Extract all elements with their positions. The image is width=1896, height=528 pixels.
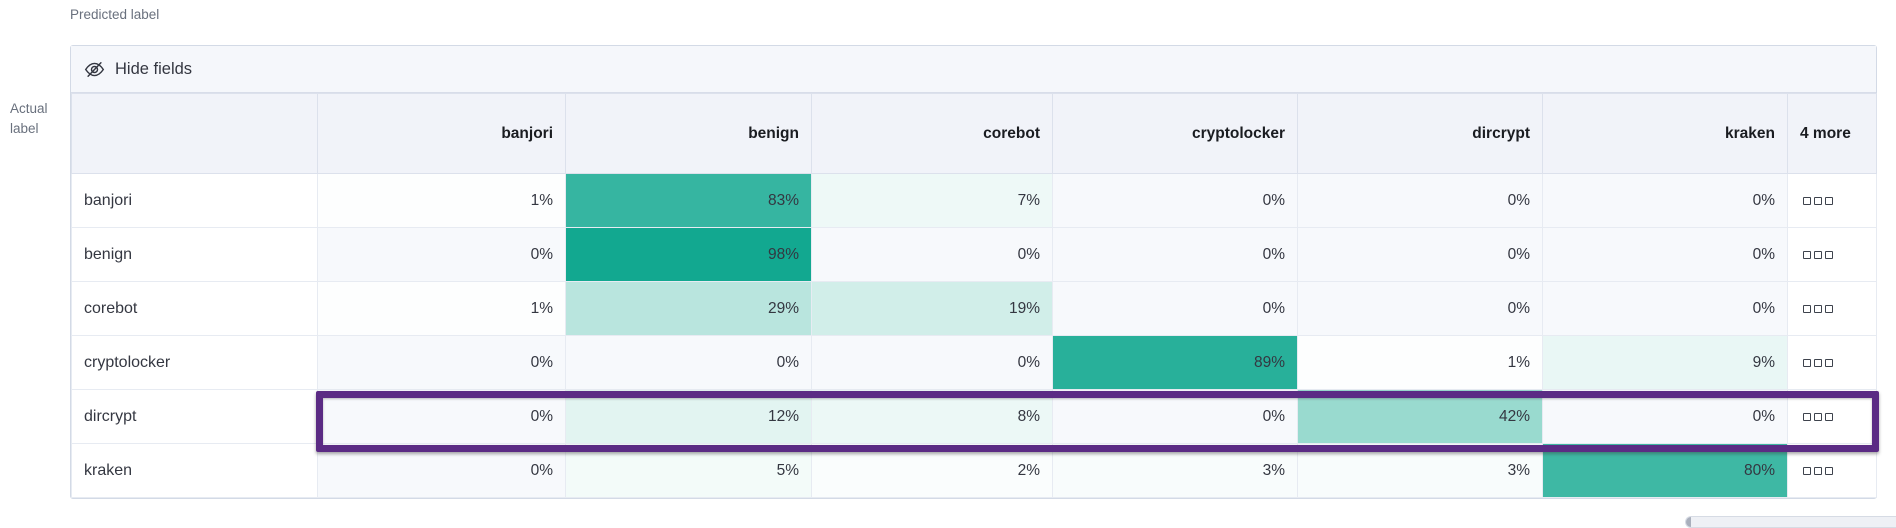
row-overflow-button[interactable] bbox=[1803, 466, 1833, 475]
row-label: kraken bbox=[71, 443, 318, 498]
row-overflow-cell bbox=[1787, 335, 1877, 390]
horizontal-scrollbar[interactable] bbox=[1685, 516, 1896, 528]
corner-cell bbox=[71, 93, 318, 174]
matrix-row-benign: benign 0% 98% 0% 0% 0% 0% bbox=[71, 227, 1877, 282]
column-header-dircrypt: dircrypt bbox=[1297, 93, 1543, 174]
matrix-cell-banjori-dircrypt: 0% bbox=[1297, 173, 1543, 228]
actual-axis-label: Actual label bbox=[10, 101, 48, 136]
matrix-cell-cryptolocker-benign: 0% bbox=[565, 335, 812, 390]
matrix-cell-banjori-corebot: 7% bbox=[811, 173, 1053, 228]
matrix-row-kraken: kraken 0% 5% 2% 3% 3% 80% bbox=[71, 443, 1877, 498]
row-overflow-button[interactable] bbox=[1803, 196, 1833, 205]
matrix-cell-cryptolocker-dircrypt: 1% bbox=[1297, 335, 1543, 390]
matrix-cell-kraken-cryptolocker: 3% bbox=[1052, 443, 1298, 498]
row-label: benign bbox=[71, 227, 318, 282]
matrix-cell-cryptolocker-kraken: 9% bbox=[1542, 335, 1788, 390]
matrix-cell-benign-benign: 98% bbox=[565, 227, 812, 282]
confusion-matrix-table: banjori benign corebot cryptolocker dircrypt… bbox=[71, 93, 1877, 498]
column-header-corebot: corebot bbox=[811, 93, 1053, 174]
eye-closed-icon bbox=[84, 59, 105, 80]
row-overflow-button[interactable] bbox=[1803, 250, 1833, 259]
row-overflow-cell bbox=[1787, 389, 1877, 444]
matrix-cell-corebot-corebot: 19% bbox=[811, 281, 1053, 336]
matrix-cell-banjori-benign: 83% bbox=[565, 173, 812, 228]
boxes-horizontal-icon bbox=[1803, 466, 1833, 475]
matrix-cell-benign-cryptolocker: 0% bbox=[1052, 227, 1298, 282]
matrix-cell-cryptolocker-banjori: 0% bbox=[317, 335, 566, 390]
matrix-cell-dircrypt-banjori: 0% bbox=[317, 389, 566, 444]
boxes-horizontal-icon bbox=[1803, 196, 1833, 205]
matrix-cell-corebot-kraken: 0% bbox=[1542, 281, 1788, 336]
matrix-cell-corebot-cryptolocker: 0% bbox=[1052, 281, 1298, 336]
column-header-banjori: banjori bbox=[317, 93, 566, 174]
matrix-cell-cryptolocker-corebot: 0% bbox=[811, 335, 1053, 390]
row-overflow-cell bbox=[1787, 281, 1877, 336]
column-header-kraken: kraken bbox=[1542, 93, 1788, 174]
row-overflow-cell bbox=[1787, 227, 1877, 282]
matrix-cell-dircrypt-cryptolocker: 0% bbox=[1052, 389, 1298, 444]
matrix-cell-benign-dircrypt: 0% bbox=[1297, 227, 1543, 282]
column-header-more: 4 more bbox=[1787, 93, 1877, 174]
matrix-cell-kraken-corebot: 2% bbox=[811, 443, 1053, 498]
boxes-horizontal-icon bbox=[1803, 304, 1833, 313]
row-overflow-button[interactable] bbox=[1803, 358, 1833, 367]
matrix-cell-banjori-kraken: 0% bbox=[1542, 173, 1788, 228]
row-label: dircrypt bbox=[71, 389, 318, 444]
confusion-matrix-grid: Hide fields banjori benign corebot cryptolo… bbox=[70, 45, 1877, 499]
matrix-row-corebot: corebot 1% 29% 19% 0% 0% 0% bbox=[71, 281, 1877, 336]
matrix-row-dircrypt-highlighted: dircrypt 0% 12% 8% 0% 42% 0% bbox=[71, 389, 1877, 444]
matrix-cell-banjori-cryptolocker: 0% bbox=[1052, 173, 1298, 228]
boxes-horizontal-icon bbox=[1803, 358, 1833, 367]
header-row: banjori benign corebot cryptolocker dircrypt… bbox=[71, 93, 1877, 174]
matrix-cell-corebot-dircrypt: 0% bbox=[1297, 281, 1543, 336]
row-overflow-cell bbox=[1787, 173, 1877, 228]
row-overflow-button[interactable] bbox=[1803, 412, 1833, 421]
matrix-cell-dircrypt-corebot: 8% bbox=[811, 389, 1053, 444]
matrix-row-banjori: banjori 1% 83% 7% 0% 0% 0% bbox=[71, 173, 1877, 228]
matrix-cell-kraken-dircrypt: 3% bbox=[1297, 443, 1543, 498]
matrix-cell-benign-kraken: 0% bbox=[1542, 227, 1788, 282]
matrix-cell-kraken-banjori: 0% bbox=[317, 443, 566, 498]
boxes-horizontal-icon bbox=[1803, 250, 1833, 259]
scrollbar-thumb bbox=[1686, 517, 1691, 527]
column-header-cryptolocker: cryptolocker bbox=[1052, 93, 1298, 174]
column-header-benign: benign bbox=[565, 93, 812, 174]
matrix-cell-corebot-banjori: 1% bbox=[317, 281, 566, 336]
matrix-cell-cryptolocker-cryptolocker: 89% bbox=[1052, 335, 1298, 390]
hide-fields-label: Hide fields bbox=[115, 59, 193, 78]
matrix-cell-dircrypt-benign: 12% bbox=[565, 389, 812, 444]
row-label: corebot bbox=[71, 281, 318, 336]
row-overflow-button[interactable] bbox=[1803, 304, 1833, 313]
grid-toolbar: Hide fields bbox=[71, 46, 1876, 93]
matrix-cell-corebot-benign: 29% bbox=[565, 281, 812, 336]
matrix-cell-dircrypt-dircrypt: 42% bbox=[1297, 389, 1543, 444]
row-overflow-cell bbox=[1787, 443, 1877, 498]
matrix-cell-kraken-kraken: 80% bbox=[1542, 443, 1788, 498]
matrix-cell-banjori-banjori: 1% bbox=[317, 173, 566, 228]
row-label: banjori bbox=[71, 173, 318, 228]
predicted-axis-label: Predicted label bbox=[70, 7, 160, 22]
matrix-cell-benign-corebot: 0% bbox=[811, 227, 1053, 282]
hide-fields-button[interactable]: Hide fields bbox=[84, 59, 192, 80]
boxes-horizontal-icon bbox=[1803, 412, 1833, 421]
matrix-cell-benign-banjori: 0% bbox=[317, 227, 566, 282]
matrix-row-cryptolocker: cryptolocker 0% 0% 0% 89% 1% 9% bbox=[71, 335, 1877, 390]
matrix-cell-kraken-benign: 5% bbox=[565, 443, 812, 498]
row-label: cryptolocker bbox=[71, 335, 318, 390]
matrix-cell-dircrypt-kraken: 0% bbox=[1542, 389, 1788, 444]
